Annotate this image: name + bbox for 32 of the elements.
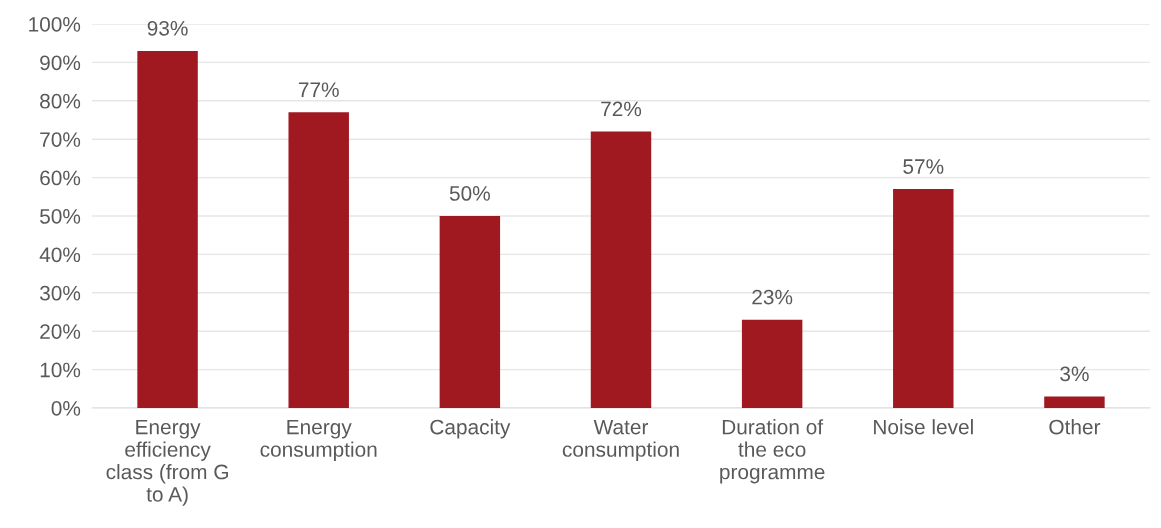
- x-tick-label: Noise level: [874, 419, 973, 435]
- y-tick-label: 90%: [40, 55, 81, 71]
- data-label: 72%: [601, 101, 642, 117]
- y-tick-label: 40%: [39, 247, 81, 263]
- y-tick-label: 50%: [40, 209, 81, 224]
- data-label: 3%: [1060, 366, 1089, 382]
- data-label: 57%: [903, 159, 944, 174]
- x-tick-label: Energy efficiency class (from G to A): [106, 419, 228, 506]
- y-tick-label: 100%: [29, 17, 81, 32]
- y-tick-label: 60%: [40, 170, 81, 186]
- y-tick-label: 20%: [40, 324, 81, 339]
- bar: [288, 112, 349, 408]
- x-tick-label: Water consumption: [562, 419, 679, 461]
- bar: [893, 189, 954, 408]
- bar: [439, 216, 501, 408]
- data-label: 23%: [752, 289, 793, 305]
- y-tick-label: 30%: [39, 285, 81, 301]
- x-tick-label: Energy consumption: [260, 419, 377, 461]
- y-tick-label: 70%: [40, 132, 81, 147]
- x-tick-label: Duration of the eco programme: [720, 419, 825, 484]
- y-tick-label: 0%: [51, 401, 81, 416]
- data-label: 50%: [449, 186, 490, 201]
- bar: [741, 319, 803, 408]
- y-tick-label: 10%: [40, 362, 81, 378]
- bar: [590, 131, 652, 408]
- x-tick-label: Other: [1049, 419, 1101, 435]
- bar: [137, 50, 198, 408]
- x-tick-label: Capacity: [430, 419, 511, 439]
- data-label: 93%: [147, 20, 188, 36]
- data-label: 77%: [298, 82, 339, 98]
- bar: [1044, 396, 1105, 408]
- y-tick-label: 80%: [40, 93, 81, 109]
